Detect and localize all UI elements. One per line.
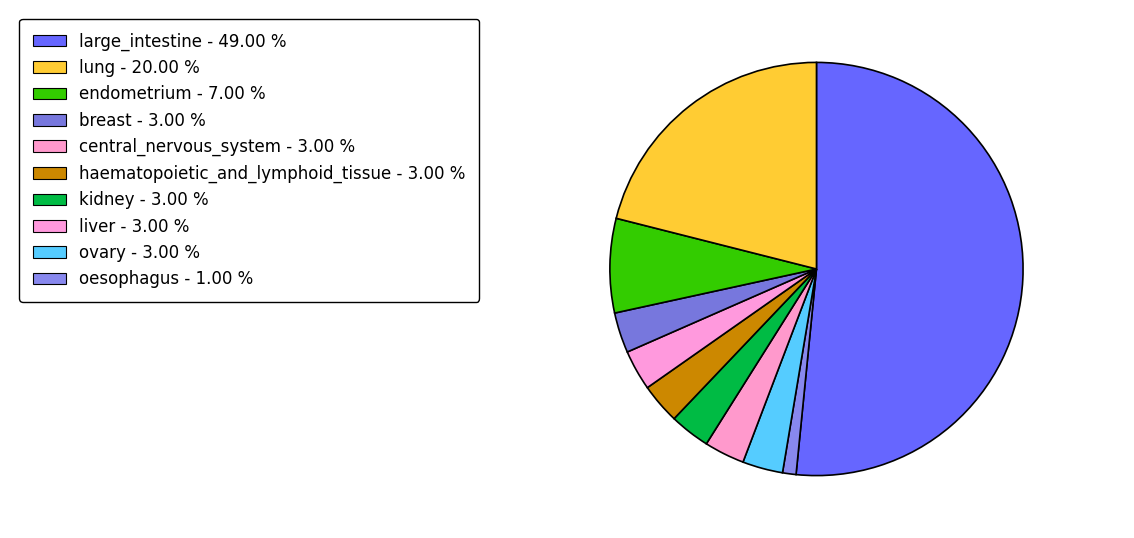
Wedge shape bbox=[616, 62, 816, 269]
Wedge shape bbox=[648, 269, 816, 419]
Wedge shape bbox=[782, 269, 816, 475]
Wedge shape bbox=[610, 218, 816, 313]
Legend: large_intestine - 49.00 %, lung - 20.00 %, endometrium - 7.00 %, breast - 3.00 %: large_intestine - 49.00 %, lung - 20.00 … bbox=[19, 19, 479, 302]
Wedge shape bbox=[706, 269, 816, 462]
Wedge shape bbox=[796, 62, 1023, 476]
Wedge shape bbox=[743, 269, 816, 473]
Wedge shape bbox=[627, 269, 816, 388]
Wedge shape bbox=[615, 269, 816, 352]
Wedge shape bbox=[674, 269, 816, 444]
